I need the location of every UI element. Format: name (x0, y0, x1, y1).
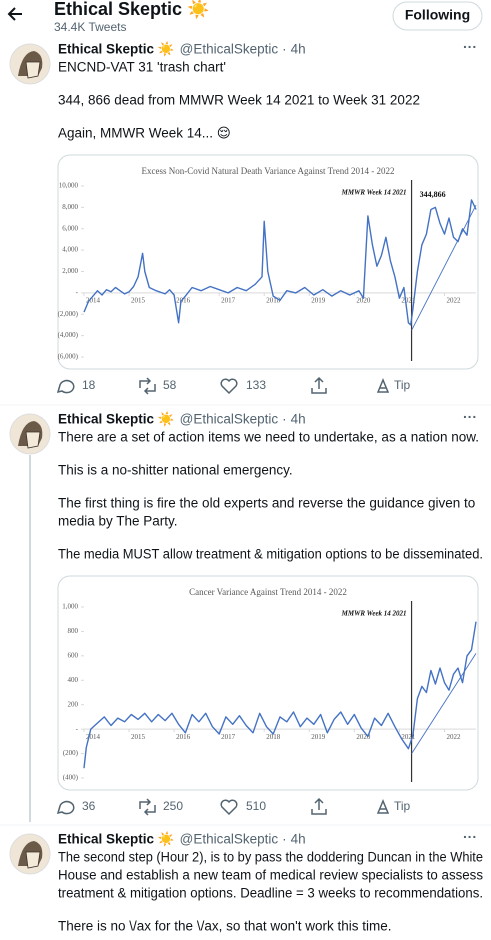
x-tick-label: 2015 (131, 296, 146, 304)
like-icon[interactable] (220, 378, 238, 395)
timestamp: 4h (291, 832, 306, 847)
y-tick-label: (2,000) (58, 310, 79, 318)
avatar-art (25, 851, 41, 869)
trend-line (411, 204, 477, 331)
tweet-text: There are a set of action items we need … (58, 430, 479, 445)
retweet-count: 58 (163, 378, 177, 392)
like-count: 510 (246, 799, 266, 813)
chart-title: Cancer Variance Against Trend 2014 - 202… (189, 587, 347, 597)
y-tick-label: 800 (68, 627, 79, 635)
tweet-text: The first thing is fire the old experts … (58, 496, 475, 511)
tweet-text: This is a no-shitter national emergency. (58, 463, 293, 478)
timestamp: 4h (291, 412, 306, 427)
x-tick-label: 2014 (86, 733, 101, 741)
y-tick-label: (4,000) (58, 331, 79, 339)
tip-label: Tip (394, 378, 411, 392)
y-tick-label: 4,000 (62, 246, 78, 254)
y-tick-label: 10,000 (59, 182, 79, 190)
tweet-text: The second step (Hour 2), is to by pass … (58, 850, 483, 865)
tweet-text: There is no \/ax for the \/ax, so that w… (58, 919, 391, 934)
tip-icon[interactable] (376, 799, 390, 814)
retweet-icon[interactable] (139, 377, 156, 395)
x-tick-label: 2018 (266, 733, 281, 741)
y-tick-label: 200 (68, 700, 79, 708)
x-tick-label: 2020 (356, 296, 371, 304)
y-tick-label: 8,000 (62, 203, 78, 211)
author-name: Ethical Skeptic ☀️ (58, 411, 175, 428)
more-menu: ··· (463, 39, 477, 55)
y-tick-label: 1,000 (62, 603, 78, 611)
follow-button[interactable] (392, 1, 483, 31)
reply-icon[interactable] (56, 379, 75, 394)
reply-count: 36 (82, 799, 96, 813)
tip-icon[interactable] (376, 378, 390, 393)
header-title: Ethical Skeptic ☀️ (54, 0, 209, 20)
x-tick-label: 2019 (311, 296, 326, 304)
x-tick-label: 2018 (266, 296, 281, 304)
x-tick-label: 2017 (221, 296, 236, 304)
more-menu: ··· (463, 409, 477, 425)
retweet-icon[interactable] (139, 798, 156, 816)
x-tick-label: 2020 (356, 733, 371, 741)
tweet-text: House and establish a new team of medica… (58, 868, 483, 883)
x-tick-label: 2016 (176, 733, 191, 741)
y-tick-label: (200) (63, 749, 79, 757)
series-line (83, 621, 477, 769)
tweet-text: ENCND-VAT 31 'trash chart' (58, 60, 226, 75)
x-tick-label: 2015 (131, 733, 146, 741)
tip-label: Tip (394, 799, 411, 813)
series-line (83, 199, 477, 326)
x-tick-label: 2017 (221, 733, 236, 741)
x-tick-label: 2021 (401, 733, 416, 741)
more-menu: ··· (463, 829, 477, 845)
y-tick-label: - (76, 725, 79, 733)
x-tick-label: 2021 (401, 296, 416, 304)
tweet-text: Again, MMWR Week 14... 😌 (58, 126, 231, 141)
separator-dot: · (282, 832, 287, 847)
x-tick-label: 2022 (446, 296, 461, 304)
like-icon[interactable] (220, 799, 238, 816)
share-icon[interactable] (311, 376, 327, 394)
y-tick-label: 400 (68, 676, 79, 684)
chart-frame (57, 154, 479, 370)
header-tweet-count: 34.4K Tweets (54, 20, 127, 34)
retweet-count: 250 (163, 799, 183, 813)
separator-dot: · (282, 42, 287, 57)
timestamp: 4h (291, 42, 306, 57)
tweet-text: The media MUST allow treatment & mitigat… (58, 547, 483, 562)
avatar-art (25, 431, 41, 449)
y-tick-label: - (76, 288, 79, 296)
x-tick-label: 2016 (176, 296, 191, 304)
tweet-text: treatment & mitigation options. Deadline… (58, 886, 483, 901)
avatar-art (25, 61, 41, 79)
author-handle: @EthicalSkeptic (180, 412, 279, 427)
y-tick-label: 2,000 (62, 267, 78, 275)
separator-dot: · (282, 412, 287, 427)
y-tick-label: 600 (68, 651, 79, 659)
chart-frame (57, 575, 479, 791)
author-handle: @EthicalSkeptic (180, 42, 279, 57)
reply-icon[interactable] (56, 800, 75, 815)
back-arrow[interactable] (7, 7, 22, 21)
author-name: Ethical Skeptic ☀️ (58, 41, 175, 58)
share-icon[interactable] (311, 797, 327, 815)
tweet-text: 344, 866 dead from MMWR Week 14 2021 to … (58, 93, 420, 108)
x-tick-label: 2014 (86, 296, 101, 304)
tweet-text: media by The Party. (58, 514, 178, 529)
reply-count: 18 (82, 378, 96, 392)
y-tick-label: 6,000 (62, 224, 78, 232)
y-tick-label: (6,000) (58, 353, 79, 361)
annotation: MMWR Week 14 2021 (341, 610, 407, 618)
like-count: 133 (246, 378, 266, 392)
annotation: MMWR Week 14 2021 (341, 189, 407, 197)
x-tick-label: 2019 (311, 733, 326, 741)
author-name: Ethical Skeptic ☀️ (58, 831, 175, 848)
author-handle: @EthicalSkeptic (180, 832, 279, 847)
annotation: 344,866 (420, 190, 446, 199)
chart-title: Excess Non-Covid Natural Death Variance … (141, 166, 394, 176)
follow-label: Following (405, 7, 470, 23)
y-tick-label: (400) (63, 774, 79, 782)
x-tick-label: 2022 (446, 733, 461, 741)
